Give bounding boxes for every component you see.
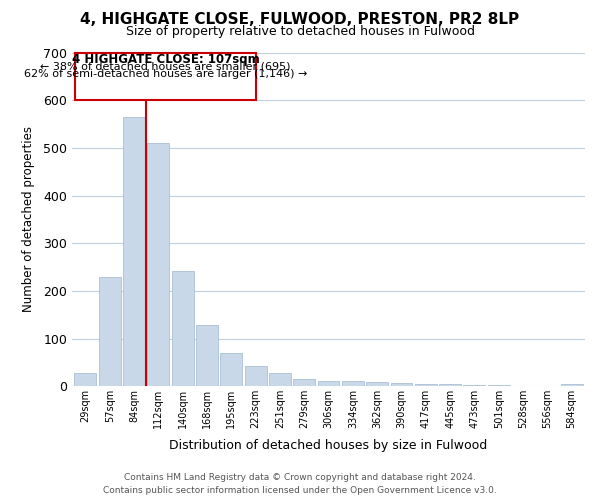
Bar xyxy=(123,117,145,386)
Bar xyxy=(293,379,315,386)
Text: 62% of semi-detached houses are larger (1,146) →: 62% of semi-detached houses are larger (… xyxy=(24,70,307,80)
Bar xyxy=(439,384,461,386)
Bar xyxy=(317,380,340,386)
Bar xyxy=(148,143,169,386)
Text: 4 HIGHGATE CLOSE: 107sqm: 4 HIGHGATE CLOSE: 107sqm xyxy=(71,52,259,66)
Bar xyxy=(269,374,291,386)
X-axis label: Distribution of detached houses by size in Fulwood: Distribution of detached houses by size … xyxy=(169,440,488,452)
Bar xyxy=(245,366,266,386)
Bar xyxy=(74,373,97,386)
Bar xyxy=(366,382,388,386)
FancyBboxPatch shape xyxy=(75,52,256,100)
Bar xyxy=(99,276,121,386)
Y-axis label: Number of detached properties: Number of detached properties xyxy=(22,126,35,312)
Text: Size of property relative to detached houses in Fulwood: Size of property relative to detached ho… xyxy=(125,25,475,38)
Bar xyxy=(172,271,194,386)
Text: 4, HIGHGATE CLOSE, FULWOOD, PRESTON, PR2 8LP: 4, HIGHGATE CLOSE, FULWOOD, PRESTON, PR2… xyxy=(80,12,520,28)
Text: ← 38% of detached houses are smaller (695): ← 38% of detached houses are smaller (69… xyxy=(40,62,290,72)
Bar xyxy=(463,385,485,386)
Bar xyxy=(391,384,412,386)
Bar xyxy=(342,382,364,386)
Bar xyxy=(560,384,583,386)
Text: Contains HM Land Registry data © Crown copyright and database right 2024.
Contai: Contains HM Land Registry data © Crown c… xyxy=(103,474,497,495)
Bar xyxy=(220,353,242,386)
Bar xyxy=(196,325,218,386)
Bar xyxy=(415,384,437,386)
